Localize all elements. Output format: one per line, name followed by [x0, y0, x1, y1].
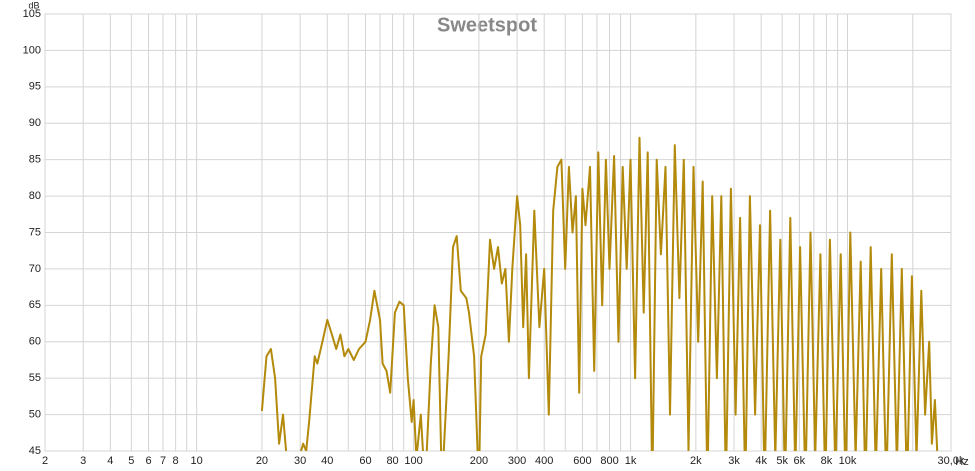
x-tick-label: 30 — [294, 455, 306, 467]
x-tick-label: 100 — [404, 455, 422, 467]
y-axis-label: dB — [28, 0, 39, 10]
x-tick-label: 2 — [42, 455, 48, 467]
x-tick-label: 40 — [321, 455, 333, 467]
x-tick-label: 3k — [728, 455, 740, 467]
x-tick-label: 300 — [508, 455, 526, 467]
y-tick-label: 55 — [29, 372, 41, 384]
response-line — [260, 136, 939, 451]
x-tick-label: 6 — [145, 455, 151, 467]
x-tick-label: 20 — [256, 455, 268, 467]
x-tick-label: 4k — [755, 455, 767, 467]
x-tick-label: 10k — [839, 455, 857, 467]
y-tick-label: 60 — [29, 336, 41, 348]
x-tick-label: 200 — [470, 455, 488, 467]
x-tick-label: 1k — [625, 455, 637, 467]
x-tick-label: 2k — [690, 455, 702, 467]
y-tick-label: 65 — [29, 299, 41, 311]
x-tick-label: 800 — [600, 455, 618, 467]
y-tick-label: 105 — [23, 8, 41, 20]
x-tick-label: 6k — [794, 455, 806, 467]
x-tick-label: 5 — [128, 455, 134, 467]
x-tick-label: 80 — [386, 455, 398, 467]
y-tick-label: 95 — [29, 81, 41, 93]
x-tick-label: 4 — [107, 455, 113, 467]
x-axis-label: Hz — [955, 456, 968, 468]
x-tick-label: 8 — [173, 455, 179, 467]
y-tick-label: 100 — [23, 44, 41, 56]
x-tick-label: 600 — [573, 455, 591, 467]
y-tick-label: 80 — [29, 190, 41, 202]
x-tick-label: 400 — [535, 455, 553, 467]
x-tick-label: 3 — [80, 455, 86, 467]
x-tick-label: 5k — [776, 455, 788, 467]
y-tick-label: 85 — [29, 154, 41, 166]
x-tick-label: 7 — [160, 455, 166, 467]
x-tick-label: 8k — [821, 455, 833, 467]
x-tick-label: 60 — [359, 455, 371, 467]
x-tick-label: 30,0k — [938, 455, 965, 467]
y-tick-label: 70 — [29, 263, 41, 275]
y-tick-label: 45 — [29, 445, 41, 457]
y-tick-label: 90 — [29, 117, 41, 129]
chart-title: Sweetspot — [437, 14, 537, 36]
y-tick-label: 50 — [29, 408, 41, 420]
y-tick-label: 75 — [29, 226, 41, 238]
grid — [44, 13, 952, 452]
x-tick-label: 10 — [191, 455, 203, 467]
